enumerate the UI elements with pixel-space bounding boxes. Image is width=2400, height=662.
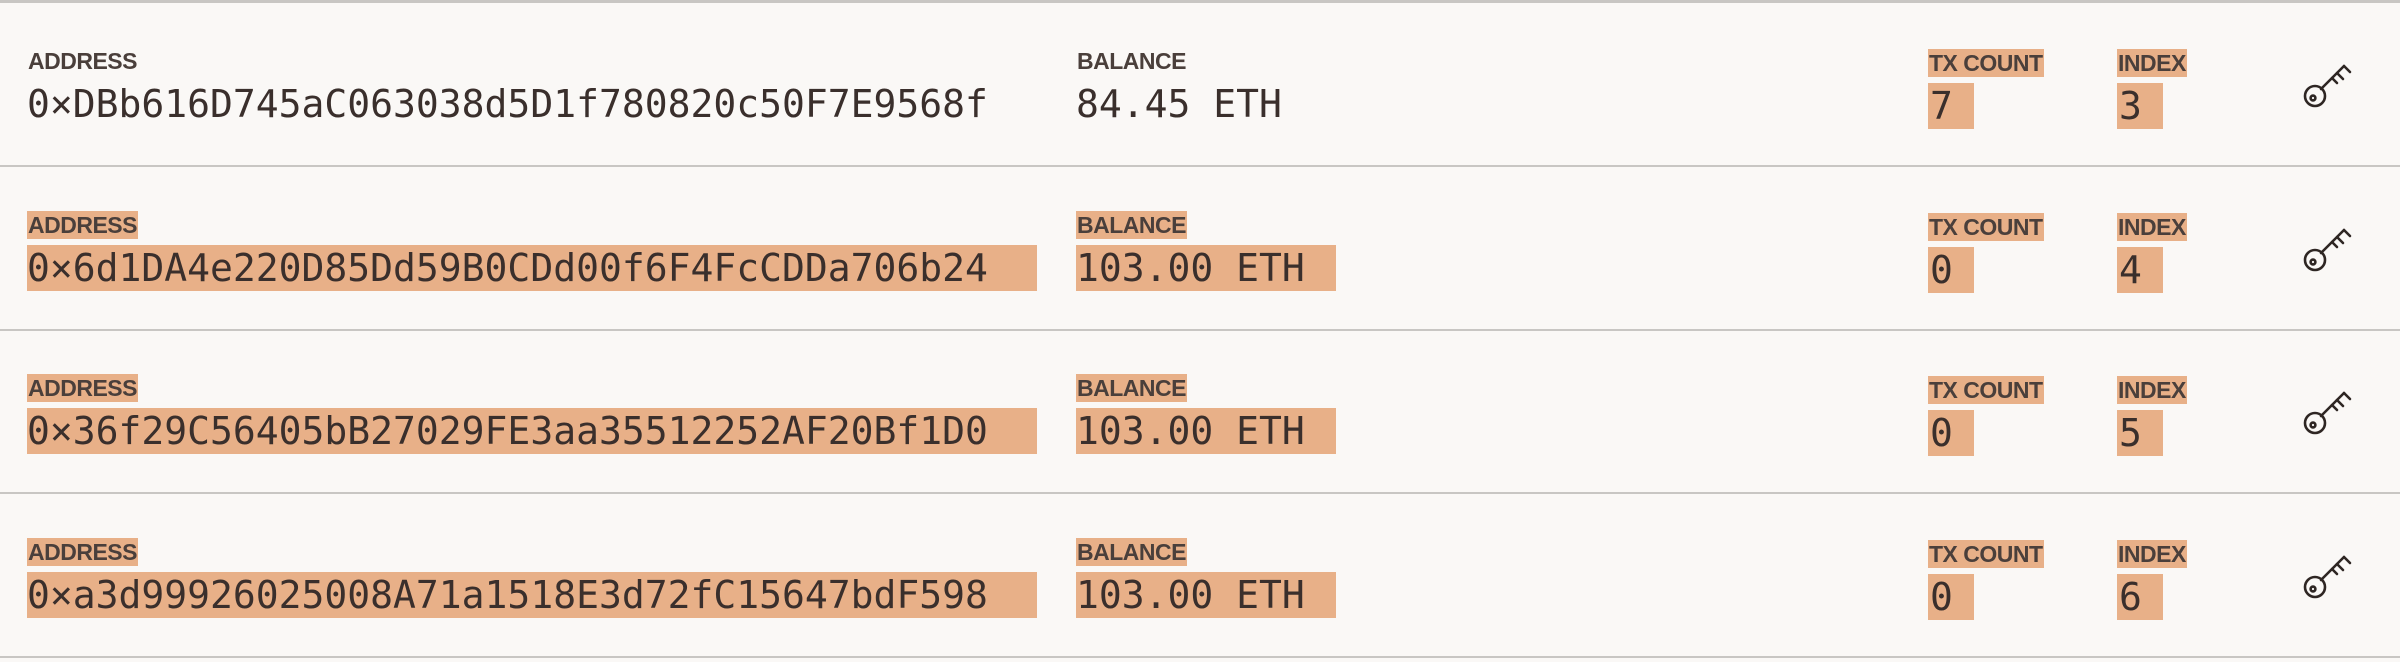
index-label: INDEX: [2117, 376, 2187, 404]
key-icon: [2303, 555, 2352, 599]
balance-label: BALANCE: [1077, 48, 1186, 74]
show-keys-button[interactable]: [2300, 382, 2356, 438]
account-row: ADDRESS 0×6d1DA4e220D85Dd59B0CDd00f6F4Fc…: [0, 167, 2400, 331]
balance-value: 103.00 ETH: [1076, 408, 1336, 454]
account-row: ADDRESS 0×a3d99926025008A71a1518E3d72fC1…: [0, 494, 2400, 658]
account-row: ADDRESS 0×DBb616D745aC063038d5D1f780820c…: [0, 3, 2400, 167]
index-label: INDEX: [2117, 540, 2187, 568]
tx-count-label: TX COUNT: [1928, 540, 2044, 568]
index-value: 4: [2117, 247, 2163, 293]
tx-count-value: 0: [1928, 574, 1974, 620]
address-value: 0×a3d99926025008A71a1518E3d72fC15647bdF5…: [27, 572, 1037, 618]
tx-count-value: 0: [1928, 410, 1974, 456]
show-keys-button[interactable]: [2300, 219, 2356, 275]
balance-value: 84.45 ETH: [1076, 82, 1282, 126]
address-label: ADDRESS: [27, 538, 138, 566]
key-icon: [2303, 391, 2352, 435]
key-icon: [2303, 228, 2352, 272]
address-label: ADDRESS: [27, 374, 138, 402]
address-value: 0×6d1DA4e220D85Dd59B0CDd00f6F4FcCDDa706b…: [27, 245, 1037, 291]
balance-label: BALANCE: [1076, 211, 1187, 239]
balance-label: BALANCE: [1076, 374, 1187, 402]
balance-label: BALANCE: [1076, 538, 1187, 566]
address-label: ADDRESS: [28, 48, 137, 74]
index-value: 5: [2117, 410, 2163, 456]
tx-count-value: 7: [1928, 83, 1974, 129]
index-label: INDEX: [2117, 213, 2187, 241]
index-label: INDEX: [2117, 49, 2187, 77]
tx-count-label: TX COUNT: [1928, 213, 2044, 241]
show-keys-button[interactable]: [2300, 546, 2356, 602]
index-value: 3: [2117, 83, 2163, 129]
tx-count-label: TX COUNT: [1928, 49, 2044, 77]
balance-value: 103.00 ETH: [1076, 245, 1336, 291]
tx-count-label: TX COUNT: [1928, 376, 2044, 404]
address-value: 0×36f29C56405bB27029FE3aa35512252AF20Bf1…: [27, 408, 1037, 454]
address-value: 0×DBb616D745aC063038d5D1f780820c50F7E956…: [27, 82, 988, 126]
key-icon: [2303, 64, 2352, 108]
index-value: 6: [2117, 574, 2163, 620]
tx-count-value: 0: [1928, 247, 1974, 293]
show-keys-button[interactable]: [2300, 55, 2356, 111]
account-row: ADDRESS 0×36f29C56405bB27029FE3aa3551225…: [0, 330, 2400, 494]
address-label: ADDRESS: [27, 211, 138, 239]
balance-value: 103.00 ETH: [1076, 572, 1336, 618]
